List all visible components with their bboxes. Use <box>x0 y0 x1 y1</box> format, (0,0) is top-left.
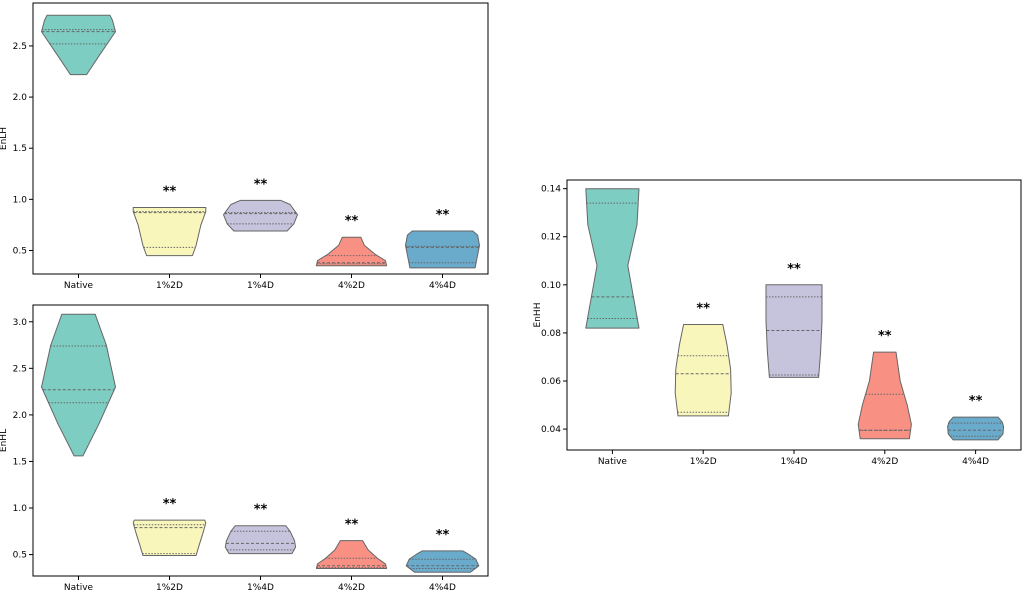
x-tick-label: Native <box>64 281 94 291</box>
x-tick-label: Native <box>64 583 94 591</box>
y-tick-label: 1.5 <box>13 144 27 154</box>
violin-4%2D <box>315 236 388 267</box>
chart-enhl: 0.5 1.0 1.5 2.0 2.5 3.0 EnHL Native 1%2D 1%4D 4%2D… <box>0 304 489 591</box>
significance-annotation: ** <box>436 528 450 543</box>
x-tick-label: 1%2D <box>690 457 717 467</box>
violin-Native <box>41 313 116 457</box>
y-tick-label: 0.06 <box>541 377 561 387</box>
x-tick-label: 4%4D <box>429 281 456 291</box>
y-tick-label: 0.14 <box>541 185 561 195</box>
y-tick-label: 0.10 <box>541 281 561 291</box>
violin-1%2D <box>674 324 732 417</box>
violin-1%4D <box>224 525 297 555</box>
significance-annotation: ** <box>969 394 983 409</box>
chart-enlh: 0.5 1.0 1.5 2.0 2.5 EnLH Native 1%2D 1%4D 4%2D 4%4… <box>0 2 489 291</box>
x-tick-label: 1%2D <box>156 583 183 591</box>
significance-annotation: ** <box>254 503 268 518</box>
y-tick-label: 0.08 <box>541 329 561 339</box>
significance-annotation: ** <box>436 208 450 223</box>
y-axis-label: EnHL <box>0 429 9 452</box>
violin-4%2D <box>315 540 388 569</box>
significance-annotation: ** <box>254 177 268 192</box>
y-axis-label: EnHH <box>533 303 543 328</box>
x-tick-label: Native <box>598 457 628 467</box>
violin-4%4D <box>405 550 480 573</box>
x-tick-label: 4%2D <box>338 281 365 291</box>
x-tick-label: 1%4D <box>781 457 808 467</box>
significance-annotation: ** <box>787 262 801 277</box>
x-tick-label: 1%4D <box>247 281 274 291</box>
x-tick-label: 1%4D <box>247 583 274 591</box>
significance-annotation: ** <box>163 185 177 200</box>
y-tick-label: 1.0 <box>13 195 28 205</box>
x-tick-label: 4%2D <box>338 583 365 591</box>
y-tick-label: 0.04 <box>541 425 561 435</box>
y-tick-label: 2.5 <box>13 364 27 374</box>
y-tick-label: 0.5 <box>13 246 27 256</box>
significance-annotation: ** <box>345 214 359 229</box>
significance-annotation: ** <box>163 497 177 512</box>
violin-1%4D <box>765 284 823 378</box>
significance-annotation: ** <box>345 518 359 533</box>
x-tick-label: 4%2D <box>871 457 898 467</box>
violin-1%2D <box>132 207 207 257</box>
y-tick-label: 1.0 <box>13 504 28 514</box>
y-tick-label: 1.5 <box>13 457 27 467</box>
violin-1%2D <box>132 519 207 556</box>
violin-4%2D <box>857 351 912 440</box>
y-axis-label: EnLH <box>0 127 9 150</box>
significance-annotation: ** <box>878 329 892 344</box>
y-tick-label: 2.0 <box>13 93 28 103</box>
y-tick-label: 0.12 <box>541 233 561 243</box>
y-tick-label: 3.0 <box>13 318 28 328</box>
chart-enhh: 0.04 0.06 0.08 0.10 0.12 0.14 EnHH Native 1%2D 1%… <box>533 179 1022 467</box>
violin-Native <box>585 188 640 329</box>
x-tick-label: 4%4D <box>429 583 456 591</box>
significance-annotation: ** <box>696 301 710 316</box>
violin-1%4D <box>223 199 298 232</box>
y-tick-label: 2.5 <box>13 42 27 52</box>
x-tick-label: 4%4D <box>962 457 989 467</box>
y-tick-label: 0.5 <box>13 551 27 561</box>
x-tick-label: 1%2D <box>156 281 183 291</box>
violin-Native <box>41 14 116 76</box>
y-tick-label: 2.0 <box>13 411 28 421</box>
